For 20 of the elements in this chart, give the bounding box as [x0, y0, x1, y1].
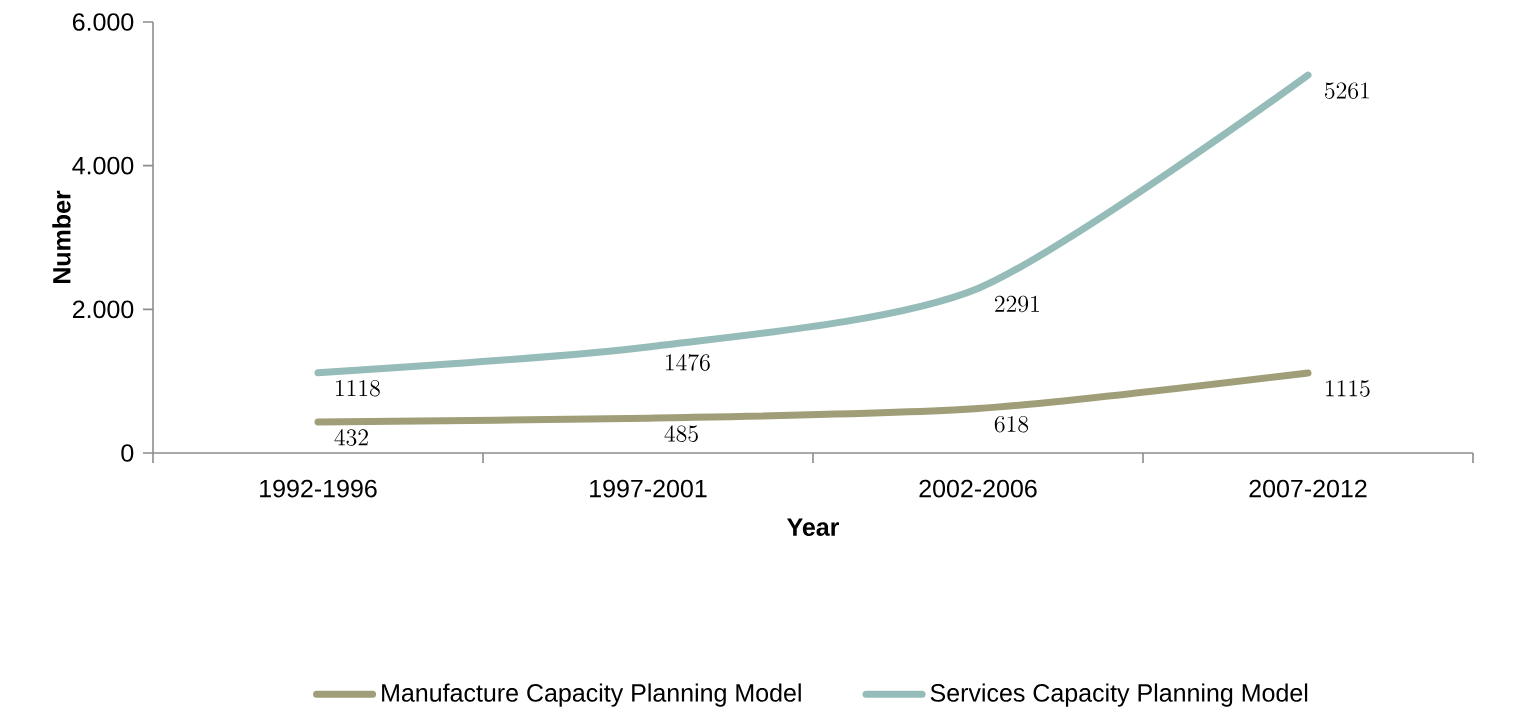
legend-label: Services Capacity Planning Model — [930, 683, 1308, 707]
y-tick-label: 2.000 — [72, 300, 134, 319]
data-label: 2291 — [994, 295, 1039, 313]
data-label: 5261 — [1324, 82, 1369, 99]
legend-label: Manufacture Capacity Planning Model — [382, 683, 801, 707]
y-axis-title: Number — [52, 190, 71, 284]
y-tick-label: 0 — [121, 444, 134, 462]
y-tick-label: 4.000 — [72, 156, 134, 175]
x-tick-label: 2002-2006 — [919, 479, 1037, 498]
data-label: 618 — [994, 415, 1029, 433]
data-label: 1115 — [1326, 380, 1370, 397]
data-label: 485 — [664, 425, 698, 442]
data-label: 432 — [334, 429, 368, 446]
data-label: 1118 — [336, 380, 380, 397]
data-label: 1476 — [666, 354, 710, 371]
x-tick-label: 1992-1996 — [260, 479, 377, 498]
x-tick-label: 1997-2001 — [590, 479, 707, 498]
x-axis-title: Year — [787, 518, 840, 536]
x-tick-label: 2007-2012 — [1249, 479, 1367, 498]
y-tick-label: 6.000 — [72, 13, 134, 31]
